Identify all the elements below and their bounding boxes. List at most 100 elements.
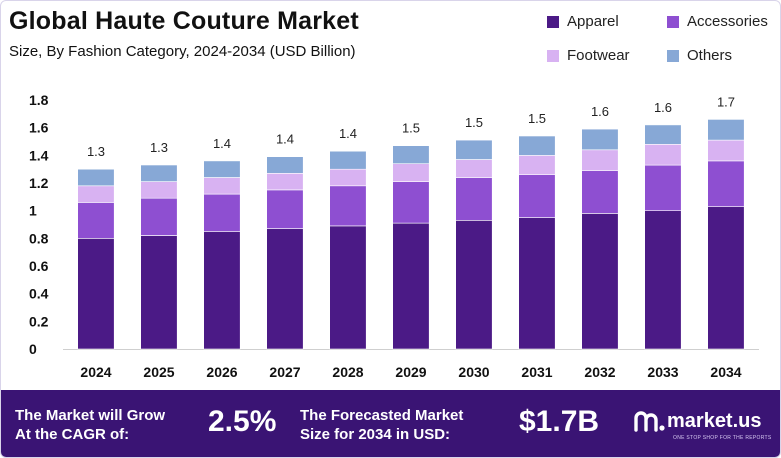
bar-segment-footwear-2032 <box>581 149 619 171</box>
bar-segment-others-2024 <box>77 168 115 187</box>
bar-total-label: 1.4 <box>213 136 231 151</box>
stacked-bar-chart: 0 0.2 0.4 0.6 0.8 1 1.2 1.4 1.6 1.8 1.3 2024 1.3 2025… <box>29 92 759 380</box>
cagr-label-line1: The Market will Grow <box>15 407 166 424</box>
legend-label-footwear: Footwear <box>567 47 630 64</box>
cagr-label-line2: At the CAGR of: <box>15 426 130 443</box>
bar-segment-others-2027 <box>266 156 304 174</box>
legend-item-others: Others <box>667 47 732 64</box>
legend-swatch-apparel <box>547 15 559 28</box>
x-tick-label: 2025 <box>143 364 174 380</box>
cagr-label: The Market will Grow At the CAGR of: <box>15 406 165 444</box>
bar-segment-others-2032 <box>581 128 619 151</box>
bar-segment-accessories-2026 <box>203 193 241 232</box>
bar-segment-apparel-2031 <box>518 217 556 350</box>
bar-segment-others-2026 <box>203 160 241 178</box>
bar-segment-accessories-2030 <box>455 177 493 221</box>
footer-banner: The Market will Grow At the CAGR of: 2.5… <box>1 390 780 457</box>
x-tick-label: 2031 <box>521 364 552 380</box>
y-tick-label: 0.2 <box>29 313 49 329</box>
bar-segment-footwear-2030 <box>455 159 493 178</box>
y-tick-label: 0.6 <box>29 258 49 274</box>
bar-segment-others-2028 <box>329 150 367 170</box>
forecast-label: The Forecasted Market Size for 2034 in U… <box>300 406 463 444</box>
bar-segment-accessories-2024 <box>77 202 115 239</box>
x-tick-label: 2028 <box>332 364 363 380</box>
bar-total-label: 1.7 <box>717 94 735 109</box>
bar-segment-footwear-2026 <box>203 177 241 195</box>
cagr-value: 2.5% <box>208 405 277 438</box>
bar-segment-others-2029 <box>392 145 430 164</box>
y-tick-label: 1.2 <box>29 175 49 191</box>
bar-total-label: 1.5 <box>528 111 546 126</box>
bar-segment-accessories-2027 <box>266 189 304 229</box>
forecast-value: $1.7B <box>519 405 600 438</box>
market-us-logo-icon <box>634 411 665 432</box>
brand-logo: market.us ONE STOP SHOP FOR THE REPORTS <box>633 408 771 441</box>
y-tick-label: 1.4 <box>29 147 49 163</box>
bar-segment-footwear-2033 <box>644 143 682 166</box>
bar-segment-apparel-2026 <box>203 231 241 350</box>
forecast-label-line2: Size for 2034 in USD: <box>300 426 451 443</box>
legend-item-accessories: Accessories <box>667 13 768 30</box>
bar-segment-apparel-2027 <box>266 228 304 350</box>
y-tick-label: 0.8 <box>29 230 49 246</box>
bar-segment-apparel-2033 <box>644 210 682 350</box>
bar-segment-accessories-2031 <box>518 174 556 218</box>
legend-swatch-footwear <box>547 49 559 62</box>
legend-label-others: Others <box>687 47 733 64</box>
x-tick-label: 2026 <box>206 364 237 380</box>
x-tick-label: 2024 <box>80 364 111 380</box>
bar-total-label: 1.4 <box>339 126 357 141</box>
x-tick-label: 2027 <box>269 364 300 380</box>
legend-swatch-others <box>667 49 679 62</box>
bar-segment-others-2025 <box>140 164 178 182</box>
chart-subtitle: Size, By Fashion Category, 2024-2034 (US… <box>9 43 356 60</box>
bar-segment-accessories-2033 <box>644 164 682 212</box>
bar-segment-accessories-2028 <box>329 185 367 227</box>
brand-name: market.us <box>667 409 762 432</box>
bar-segment-footwear-2024 <box>77 185 115 203</box>
bar-total-label: 1.6 <box>591 104 609 119</box>
bar-segment-apparel-2028 <box>329 225 367 350</box>
x-tick-label: 2030 <box>458 364 489 380</box>
bar-segment-footwear-2034 <box>707 139 745 162</box>
chart-legend: Apparel Accessories Footwear Others <box>539 13 779 73</box>
y-tick-label: 1 <box>29 203 37 219</box>
bar-total-label: 1.3 <box>87 144 105 159</box>
bar-segment-apparel-2025 <box>140 235 178 350</box>
legend-swatch-accessories <box>667 15 679 28</box>
bar-segment-accessories-2025 <box>140 197 178 236</box>
bar-segment-apparel-2032 <box>581 213 619 350</box>
bar-segment-footwear-2031 <box>518 155 556 176</box>
legend-item-apparel: Apparel <box>547 13 619 30</box>
bar-segment-footwear-2028 <box>329 168 367 187</box>
y-tick-label: 1.8 <box>29 92 49 108</box>
x-tick-label: 2034 <box>710 364 741 380</box>
legend-label-apparel: Apparel <box>567 13 619 30</box>
bar-segment-accessories-2029 <box>392 181 430 224</box>
y-tick-label: 0 <box>29 341 37 357</box>
bar-total-label: 1.5 <box>465 115 483 130</box>
x-tick-label: 2032 <box>584 364 615 380</box>
bar-segment-others-2034 <box>707 119 745 141</box>
bar-total-label: 1.4 <box>276 132 294 147</box>
bar-segment-apparel-2034 <box>707 206 745 350</box>
legend-item-footwear: Footwear <box>547 47 630 64</box>
bar-segment-apparel-2030 <box>455 220 493 350</box>
legend-label-accessories: Accessories <box>687 13 768 30</box>
bar-total-label: 1.6 <box>654 100 672 115</box>
bar-segment-apparel-2029 <box>392 222 430 350</box>
bar-segment-others-2031 <box>518 135 556 156</box>
y-tick-label: 0.4 <box>29 286 49 302</box>
bar-total-label: 1.5 <box>402 121 420 136</box>
y-tick-label: 1.6 <box>29 120 49 136</box>
bar-segment-others-2033 <box>644 124 682 145</box>
bar-segment-footwear-2027 <box>266 173 304 191</box>
brand-tagline: ONE STOP SHOP FOR THE REPORTS <box>673 435 772 441</box>
bar-segment-footwear-2025 <box>140 181 178 199</box>
bar-segment-others-2030 <box>455 139 493 160</box>
x-tick-label: 2029 <box>395 364 426 380</box>
forecast-label-line1: The Forecasted Market <box>300 407 464 424</box>
bar-segment-accessories-2034 <box>707 160 745 207</box>
